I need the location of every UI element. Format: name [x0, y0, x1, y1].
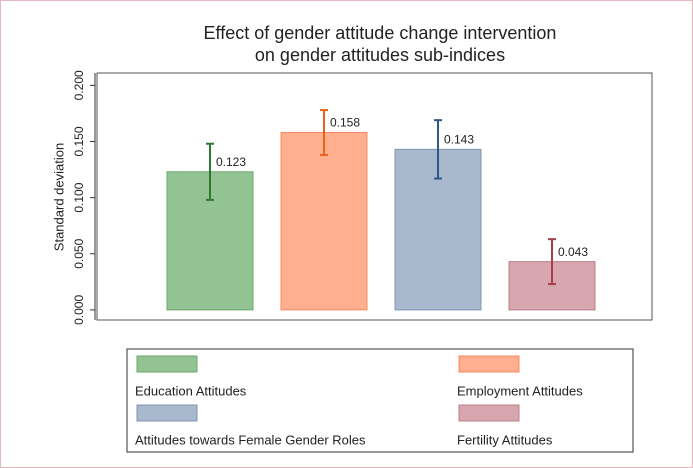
y-axis-label: Standard deviation: [51, 143, 66, 251]
y-tick-label: 0.100: [72, 182, 86, 212]
value-label: 0.123: [216, 155, 246, 169]
plot-area: [96, 72, 653, 321]
bar: [280, 132, 368, 311]
legend-label: Attitudes towards Female Gender Roles: [135, 432, 366, 447]
legend: [126, 348, 634, 453]
legend-swatch: [458, 355, 520, 373]
legend-swatch: [136, 404, 198, 422]
value-label: 0.143: [444, 133, 474, 147]
value-label: 0.158: [330, 116, 360, 130]
legend-swatch: [136, 355, 198, 373]
y-tick-label: 0.150: [72, 126, 86, 156]
legend-label: Education Attitudes: [135, 383, 247, 398]
y-tick-label: 0.200: [72, 70, 86, 100]
value-label: 0.043: [558, 245, 588, 259]
legend-swatch: [458, 404, 520, 422]
legend-label: Fertility Attitudes: [457, 432, 553, 447]
y-tick-label: 0.000: [72, 295, 86, 325]
legend-label: Employment Attitudes: [457, 383, 583, 398]
y-tick-label: 0.050: [72, 238, 86, 268]
chart-title: Effect of gender attitude change interve…: [204, 23, 557, 43]
chart-title: on gender attitudes sub-indices: [255, 45, 505, 65]
